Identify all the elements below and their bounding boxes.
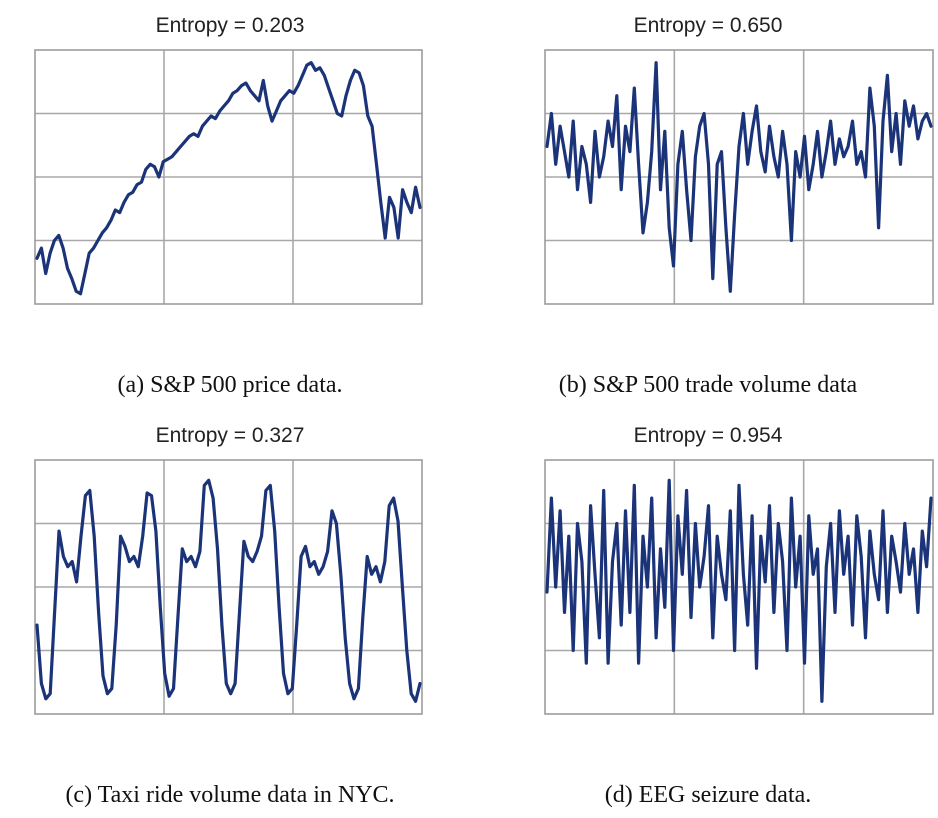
- chart-plot: [544, 49, 934, 305]
- chart-plot: [34, 459, 423, 715]
- chart-plot: [544, 459, 934, 715]
- chart-caption: (b) S&P 500 trade volume data: [558, 372, 858, 398]
- series-line: [545, 478, 933, 703]
- chart-plot: [34, 49, 423, 305]
- chart-title: Entropy = 0.327: [155, 424, 305, 447]
- chart-caption: (c) Taxi ride volume data in NYC.: [65, 782, 395, 808]
- chart-caption: (d) EEG seizure data.: [604, 782, 812, 808]
- chart-panel-c: Entropy = 0.327 (c) Taxi ride volume dat…: [0, 410, 460, 818]
- series-line: [35, 478, 422, 703]
- chart-caption: (a) S&P 500 price data.: [117, 372, 343, 398]
- chart-title: Entropy = 0.203: [155, 14, 305, 37]
- plot-frame: [544, 459, 934, 715]
- series-line: [545, 61, 933, 293]
- plot-frame: [34, 49, 423, 305]
- chart-title: Entropy = 0.954: [633, 424, 783, 447]
- chart-panel-b: Entropy = 0.650 (b) S&P 500 trade volume…: [478, 0, 938, 410]
- plot-frame: [34, 459, 423, 715]
- plot-frame: [544, 49, 934, 305]
- chart-panel-d: Entropy = 0.954 (d) EEG seizure data.: [478, 410, 938, 818]
- chart-panel-a: Entropy = 0.203 (a) S&P 500 price data.: [0, 0, 460, 410]
- series-line: [35, 61, 422, 296]
- chart-title: Entropy = 0.650: [633, 14, 783, 37]
